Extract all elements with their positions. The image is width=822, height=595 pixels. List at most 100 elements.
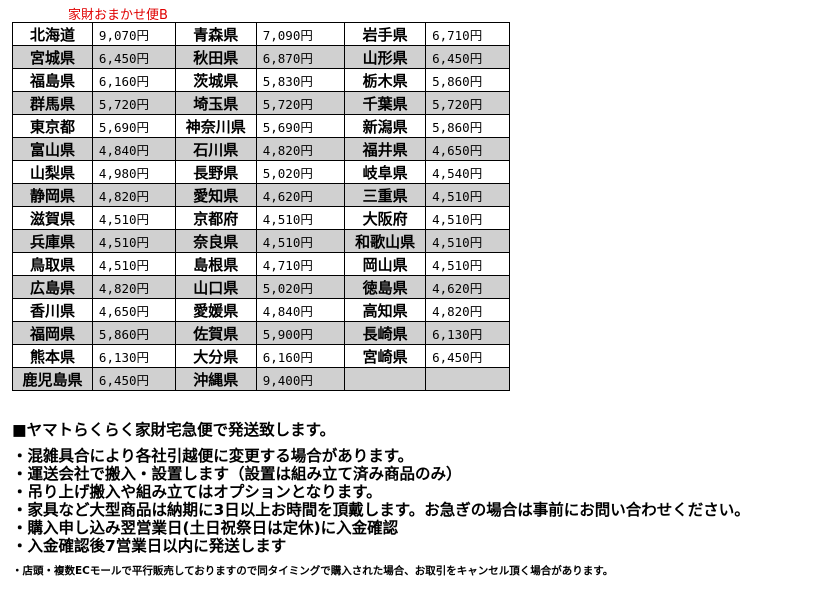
prefecture-cell: 福井県: [344, 137, 427, 161]
prefecture-cell: 長崎県: [344, 321, 427, 345]
prefecture-cell: 徳島県: [344, 275, 427, 299]
table-row: 広島県 4,820円 山口県 5,020円 徳島県 4,620円: [12, 275, 510, 299]
price-cell: 6,160円: [91, 68, 176, 92]
prefecture-cell: 広島県: [12, 275, 93, 299]
note-line: ・混雑具合により各社引越便に変更する場合があります。: [12, 447, 414, 465]
prefecture-cell: 鹿児島県: [12, 367, 93, 391]
price-cell: 7,090円: [255, 22, 346, 46]
prefecture-cell: 沖縄県: [174, 367, 257, 391]
prefecture-cell: 大分県: [174, 344, 257, 368]
price-cell: 6,130円: [425, 321, 510, 345]
table-row: 静岡県 4,820円 愛知県 4,620円 三重県 4,510円: [12, 183, 510, 207]
prefecture-cell: 新潟県: [344, 114, 427, 138]
prefecture-cell: 静岡県: [12, 183, 93, 207]
prefecture-cell: 高知県: [344, 298, 427, 322]
prefecture-cell: 福岡県: [12, 321, 93, 345]
prefecture-cell: 北海道: [12, 22, 93, 46]
prefecture-cell: 佐賀県: [174, 321, 257, 345]
price-cell: 4,510円: [425, 252, 510, 276]
note-line: ・購入申し込み翌営業日(土日祝祭日は定休)に入金確認: [12, 519, 399, 537]
price-cell: 5,690円: [255, 114, 346, 138]
price-cell: 6,130円: [91, 344, 176, 368]
table-row: 北海道 9,070円 青森県 7,090円 岩手県 6,710円: [12, 22, 510, 46]
price-cell: 5,690円: [91, 114, 176, 138]
table-row: 富山県 4,840円 石川県 4,820円 福井県 4,650円: [12, 137, 510, 161]
price-cell: 4,510円: [425, 229, 510, 253]
table-row: 福島県 6,160円 茨城県 5,830円 栃木県 5,860円: [12, 68, 510, 92]
price-cell: 4,510円: [91, 229, 176, 253]
prefecture-cell: 長野県: [174, 160, 257, 184]
table-row: 東京都 5,690円 神奈川県 5,690円 新潟県 5,860円: [12, 114, 510, 138]
price-cell: 4,510円: [91, 206, 176, 230]
prefecture-cell: 滋賀県: [12, 206, 93, 230]
price-cell: 6,450円: [425, 344, 510, 368]
prefecture-cell: 三重県: [344, 183, 427, 207]
price-cell: 4,620円: [425, 275, 510, 299]
price-cell: 4,840円: [255, 298, 346, 322]
price-cell: 4,980円: [91, 160, 176, 184]
note-line: ・家具など大型商品は納期に3日以上お時間を頂戴します。お急ぎの場合は事前にお問い…: [12, 501, 750, 519]
price-cell: 4,710円: [255, 252, 346, 276]
price-cell: 6,450円: [425, 45, 510, 69]
table-row: 山梨県 4,980円 長野県 5,020円 岐阜県 4,540円: [12, 160, 510, 184]
prefecture-cell: [344, 367, 427, 391]
table-row: 滋賀県 4,510円 京都府 4,510円 大阪府 4,510円: [12, 206, 510, 230]
shipping-plan-title: 家財おまかせ便B: [68, 8, 168, 23]
price-cell: 6,450円: [91, 367, 176, 391]
prefecture-cell: 山口県: [174, 275, 257, 299]
price-cell: 6,870円: [255, 45, 346, 69]
prefecture-cell: 青森県: [174, 22, 257, 46]
note-line: ・入金確認後7営業日以内に発送します: [12, 537, 287, 555]
price-cell: 4,510円: [255, 206, 346, 230]
prefecture-cell: 宮城県: [12, 45, 93, 69]
prefecture-cell: 兵庫県: [12, 229, 93, 253]
prefecture-cell: 愛知県: [174, 183, 257, 207]
price-cell: 5,830円: [255, 68, 346, 92]
price-cell: 9,070円: [91, 22, 176, 46]
prefecture-cell: 東京都: [12, 114, 93, 138]
price-cell: 4,820円: [91, 275, 176, 299]
table-row: 香川県 4,650円 愛媛県 4,840円 高知県 4,820円: [12, 298, 510, 322]
price-cell: 4,820円: [91, 183, 176, 207]
price-cell: 5,720円: [425, 91, 510, 115]
prefecture-cell: 島根県: [174, 252, 257, 276]
prefecture-cell: 和歌山県: [344, 229, 427, 253]
shipping-rate-table: 北海道 9,070円 青森県 7,090円 岩手県 6,710円 宮城県 6,450円 秋田県 6…: [12, 22, 510, 391]
price-cell: 5,860円: [91, 321, 176, 345]
notes-heading: ■ヤマトらくらく家財宅急便で発送致します。: [12, 421, 336, 439]
prefecture-cell: 山梨県: [12, 160, 93, 184]
prefecture-cell: 秋田県: [174, 45, 257, 69]
price-cell: 4,510円: [425, 206, 510, 230]
notes-footnote: ・店頭・複数ECモールで平行販売しておりますので同タイミングで購入された場合、お…: [12, 565, 614, 577]
price-cell: 4,820円: [255, 137, 346, 161]
prefecture-cell: 京都府: [174, 206, 257, 230]
price-cell: 4,840円: [91, 137, 176, 161]
prefecture-cell: 石川県: [174, 137, 257, 161]
prefecture-cell: 茨城県: [174, 68, 257, 92]
prefecture-cell: 岡山県: [344, 252, 427, 276]
prefecture-cell: 愛媛県: [174, 298, 257, 322]
price-cell: 4,650円: [91, 298, 176, 322]
price-cell: 6,160円: [255, 344, 346, 368]
price-cell: 5,860円: [425, 68, 510, 92]
prefecture-cell: 宮崎県: [344, 344, 427, 368]
prefecture-cell: 富山県: [12, 137, 93, 161]
prefecture-cell: 香川県: [12, 298, 93, 322]
prefecture-cell: 栃木県: [344, 68, 427, 92]
table-row: 熊本県 6,130円 大分県 6,160円 宮崎県 6,450円: [12, 344, 510, 368]
table-row: 群馬県 5,720円 埼玉県 5,720円 千葉県 5,720円: [12, 91, 510, 115]
table-row: 兵庫県 4,510円 奈良県 4,510円 和歌山県 4,510円: [12, 229, 510, 253]
table-row: 鹿児島県 6,450円 沖縄県 9,400円: [12, 367, 510, 391]
price-cell: 4,540円: [425, 160, 510, 184]
prefecture-cell: 岩手県: [344, 22, 427, 46]
prefecture-cell: 埼玉県: [174, 91, 257, 115]
price-cell: 4,510円: [255, 229, 346, 253]
price-cell: 4,650円: [425, 137, 510, 161]
price-cell: 5,020円: [255, 275, 346, 299]
price-cell: 9,400円: [255, 367, 346, 391]
price-cell: 5,860円: [425, 114, 510, 138]
price-cell: 4,510円: [425, 183, 510, 207]
price-cell: 5,720円: [91, 91, 176, 115]
price-cell: 4,510円: [91, 252, 176, 276]
price-cell: 5,020円: [255, 160, 346, 184]
